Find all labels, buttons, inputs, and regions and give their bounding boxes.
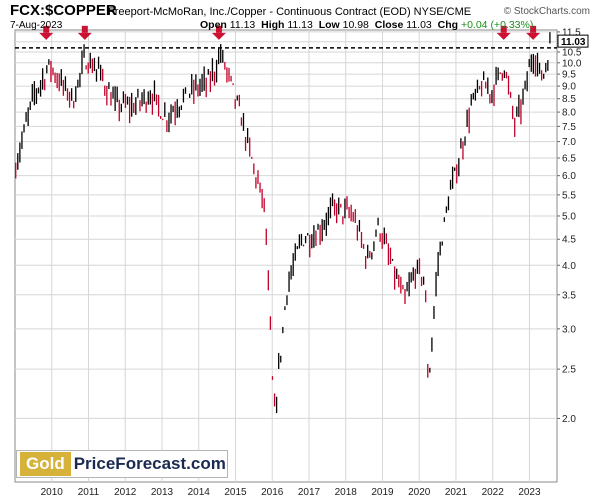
y-tick-label: 5.5 — [562, 190, 576, 201]
chart-credit: © StockCharts.com — [503, 6, 590, 17]
y-tick-label: 7.5 — [562, 122, 576, 133]
grid-lines — [15, 30, 557, 482]
peak-markers — [39, 25, 541, 40]
x-tick-label: 2019 — [371, 487, 394, 498]
x-tick-label: 2013 — [151, 487, 174, 498]
low-label: Low — [318, 19, 340, 31]
last-price-box — [557, 34, 589, 48]
y-tick-label: 2.0 — [562, 414, 576, 425]
chart-description: Freeport-McMoRan, Inc./Copper - Continuo… — [108, 6, 472, 18]
peak-arrow-stem — [500, 25, 507, 33]
y-tick-label: 6.5 — [562, 153, 576, 164]
peak-arrow-head — [211, 32, 226, 40]
x-tick-label: 2021 — [445, 487, 468, 498]
x-tick-label: 2017 — [298, 487, 321, 498]
peak-arrow-head — [526, 32, 541, 40]
y-tick-label: 10.5 — [562, 48, 582, 59]
x-tick-label: 2010 — [41, 487, 64, 498]
x-axis: 2010 2011 2012 2013 2014 2015 2016 2017 2018 2019… — [41, 487, 541, 498]
close-value: 11.03 — [406, 19, 432, 31]
ohlc-readout: Open 11.13 High 11.13 Low 10.98 Close 11… — [200, 19, 533, 31]
x-tick-label: 2016 — [261, 487, 284, 498]
y-tick-label: 4.0 — [562, 261, 576, 272]
low-value: 10.98 — [342, 19, 369, 31]
peak-arrow-head — [496, 32, 511, 40]
peak-arrow-stem — [530, 25, 537, 33]
y-tick-label: 5.0 — [562, 211, 576, 222]
y-tick-label: 7.0 — [562, 137, 576, 148]
logo-gold-text: Gold — [20, 452, 71, 476]
x-tick-label: 2023 — [518, 487, 541, 498]
x-tick-label: 2015 — [224, 487, 247, 498]
y-tick-label: 3.5 — [562, 290, 576, 301]
chg-value: +0.04 (+0.33%) — [460, 19, 534, 31]
x-tick-label: 2014 — [188, 487, 211, 498]
y-tick-label: 2.5 — [562, 365, 576, 376]
close-label: Close — [374, 19, 404, 31]
open-value: 11.13 — [229, 19, 256, 31]
y-tick-label: 8.5 — [562, 94, 576, 105]
peak-arrow-head — [39, 32, 54, 40]
plot-area-background — [14, 29, 558, 483]
peak-arrow-head — [77, 32, 92, 40]
chart-symbol: FCX:$COPPER — [10, 2, 117, 19]
goldpriceforecast-logo: Gold PriceForecast.com — [16, 450, 228, 478]
y-tick-label: 9.0 — [562, 82, 576, 93]
high-label: High — [261, 19, 285, 31]
peak-arrow-stem — [81, 25, 88, 33]
y-tick-label: 10.0 — [562, 58, 582, 69]
chg-label: Chg — [437, 19, 459, 31]
y-tick-label: 9.5 — [562, 70, 576, 81]
x-tick-label: 2012 — [114, 487, 137, 498]
x-tick-label: 2011 — [78, 487, 100, 498]
logo-site-text: PriceForecast.com — [73, 454, 226, 473]
y-tick-label: 11.5 — [562, 27, 581, 38]
x-tick-label: 2020 — [408, 487, 431, 498]
price-bars — [15, 32, 551, 414]
peak-arrow-stem — [43, 25, 50, 33]
last-price-badge: 11.03 — [557, 34, 589, 48]
open-label: Open — [200, 19, 227, 31]
y-tick-label: 8.0 — [562, 108, 576, 119]
last-price-label: 11.03 — [561, 37, 586, 48]
y-tick-label: 6.0 — [562, 171, 576, 182]
y-tick-label: 3.0 — [562, 324, 576, 335]
x-tick-label: 2018 — [335, 487, 358, 498]
y-axis: 2.0 2.5 3.0 3.5 4.0 4.5 5.0 5.5 6.0 6.5 7.0 7.5 8.0 8… — [557, 27, 582, 425]
chart-date: 7-Aug-2023 — [10, 20, 63, 31]
x-tick-label: 2022 — [482, 487, 505, 498]
peak-arrow-stem — [215, 25, 222, 33]
y-tick-label: 4.5 — [562, 235, 576, 246]
high-value: 11.13 — [287, 19, 313, 31]
